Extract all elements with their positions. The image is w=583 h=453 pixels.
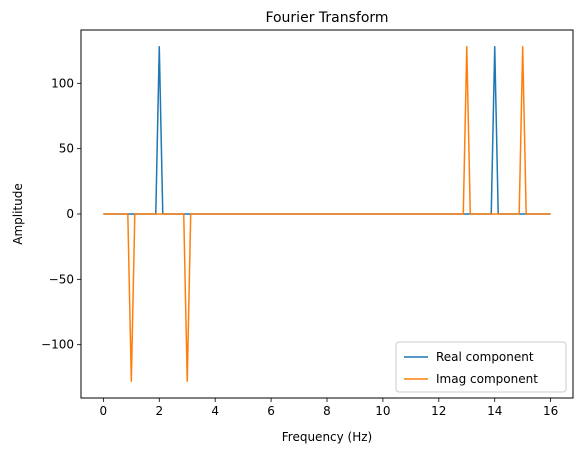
legend-box: [395, 341, 567, 393]
y-tick-label: −100: [41, 338, 74, 352]
x-tick-label: 10: [375, 404, 390, 418]
y-tick-label: 50: [59, 142, 74, 156]
x-tick-label: 14: [487, 404, 502, 418]
x-tick-label: 2: [155, 404, 163, 418]
y-tick-label: −50: [49, 272, 74, 286]
x-tick-label: 4: [211, 404, 219, 418]
y-tick-label: 100: [51, 76, 74, 90]
legend: Real component Imag component: [395, 341, 567, 393]
x-axis-label: Frequency (Hz): [282, 430, 373, 444]
x-axis-ticks: 0 2 4 6 8 10 12 14 16: [100, 398, 558, 418]
x-tick-label: 0: [100, 404, 108, 418]
legend-label-imag: Imag component: [436, 372, 538, 386]
series-layer: [103, 45, 551, 383]
y-tick-label: 0: [66, 207, 74, 221]
plot-area: [80, 29, 574, 399]
series-line-imag: [103, 45, 551, 383]
x-tick-label: 6: [267, 404, 275, 418]
x-tick-label: 16: [543, 404, 558, 418]
legend-label-real: Real component: [436, 350, 534, 364]
x-tick-label: 12: [431, 404, 446, 418]
chart-title: Fourier Transform: [265, 10, 388, 26]
y-axis-label: Amplitude: [11, 183, 25, 245]
y-axis-ticks: −100 −50 0 50 100: [41, 76, 81, 352]
x-tick-label: 8: [323, 404, 331, 418]
